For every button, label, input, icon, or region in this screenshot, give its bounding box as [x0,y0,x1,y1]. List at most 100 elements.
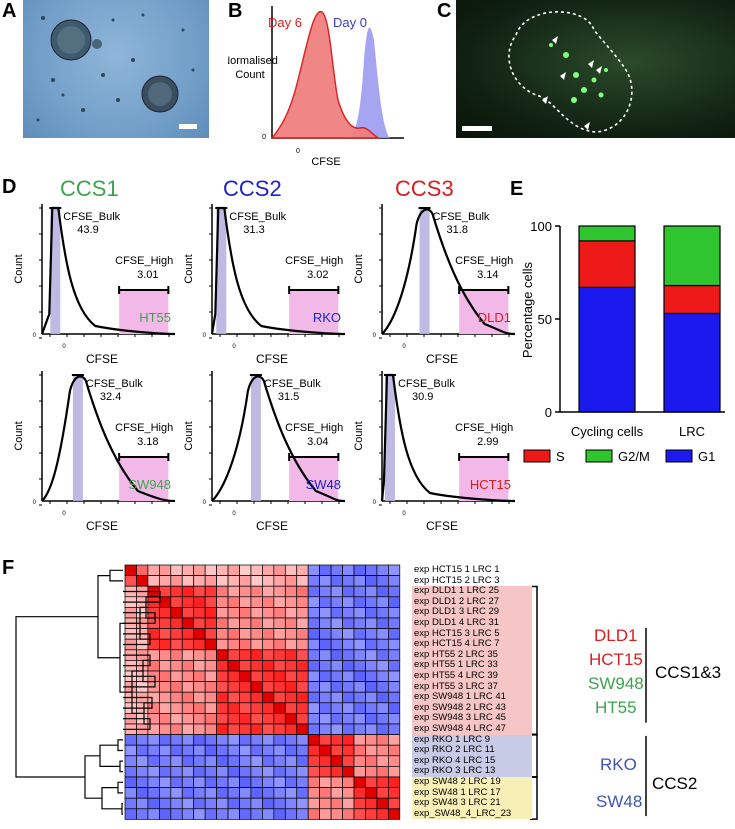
heatmap-cell [353,755,366,767]
heatmap-cell [296,787,309,799]
heatmap-cell [353,617,366,629]
bulk-gate-label: CFSE_Bulk [229,211,286,223]
heatmap-cell [262,617,275,629]
heatmap-cell [273,596,286,608]
heatmap-cell [216,691,229,704]
heatmap-cell [136,744,149,757]
heatmap-cell [216,670,229,682]
bulk-gate-value: 31.8 [447,224,468,236]
heatmap-cell [159,702,172,714]
heatmap-cell [193,755,206,767]
heatmap-cell [365,564,378,576]
heatmap-cell [170,660,183,672]
heatmap-cell [273,564,286,576]
heatmap-cell [170,638,183,651]
heatmap-cell [273,734,286,746]
high-gate-label: CFSE_High [115,422,173,434]
heatmap-cell [239,808,252,820]
heatmap-cell [239,755,252,767]
heatmap-cell [319,787,332,799]
heatmap-row-label: exp SW948 3 LRC 45 [412,713,532,724]
heatmap-cell [147,797,160,810]
heatmap-cell [342,702,355,714]
heatmap-cell [365,808,378,820]
heatmap-cell [159,787,172,799]
x-tick-zero: 0 [232,511,236,517]
y-tick-zero: 0 [373,500,377,506]
heatmap-cell [193,776,206,788]
heatmap-cell [170,670,183,682]
bulk-gate-fill [419,208,430,334]
heatmap-cell [204,628,217,640]
heatmap-cell [296,713,309,725]
heatmap-cell [307,766,321,778]
heatmap-cell [376,808,389,820]
cluster-label-ht55: HT55 [595,698,637,717]
heatmap-cell [273,628,286,640]
heatmap-cell [124,744,137,757]
bulk-gate-value: 43.9 [77,224,98,236]
heatmap-cell [262,766,275,778]
heatmap-cell [365,596,378,608]
heatmap-cell [307,723,321,735]
heatmap-cell [342,575,355,587]
heatmap-cell [307,617,321,629]
heatmap-cell [204,617,217,629]
heatmap-cell [181,734,195,746]
heatmap-cell [170,787,183,799]
heatmap-cell [193,575,206,587]
heatmap-cell [216,755,229,767]
high-gate-value: 3.04 [307,436,328,448]
heatmap-cell [216,713,229,725]
heatmap-cell [181,744,195,757]
heatmap-cell [330,638,343,651]
heatmap-cell [273,649,286,661]
high-gate-label: CFSE_High [115,255,173,267]
panel-label-a: A [2,0,17,22]
heatmap-cell [388,596,401,608]
heatmap-cell [239,713,252,725]
bulk-gate-label: CFSE_Bulk [264,378,321,390]
heatmap-cell [170,575,183,587]
heatmap-cell [273,585,286,598]
heatmap-cell [273,766,286,778]
heatmap-row-label: exp SW48 1 LRC 17 [412,787,532,799]
heatmap-cell [124,797,137,810]
supercluster-ccs13: CCS1&3 [655,663,722,682]
heatmap-cell [307,755,321,767]
heatmap-cell [170,681,183,693]
heatmap-cell [388,787,401,799]
high-gate-fill [459,457,509,501]
dendrogram-branch [117,739,123,752]
heatmap-row-label: exp_SW48_4_LRC_23 [412,808,532,820]
heatmap-cell [239,585,252,598]
heatmap-cell [227,670,240,682]
heatmap-cell [170,734,183,746]
heatmap-cell [216,797,229,810]
heatmap-cell [250,607,263,619]
heatmap-cell [170,723,183,735]
heatmap-cell [204,691,217,704]
bar-segment-s-1 [663,284,721,315]
heatmap-cell [204,713,217,725]
heatmap-cell [250,564,263,576]
heatmap-cell [365,628,378,640]
heatmap-cell [147,734,160,746]
heatmap-cell [353,585,366,598]
x-tick-zero: 0 [402,511,406,517]
high-gate-value: 3.18 [137,436,158,448]
heatmap-cell [193,628,206,640]
dendrogram-branch [99,744,120,767]
heatmap-cell [319,776,332,788]
legend-swatch [585,449,613,463]
heatmap-cell [319,617,332,629]
bulk-gate-value: 32.4 [100,391,121,403]
high-gate-value: 3.01 [137,269,158,281]
heatmap-cell [204,787,217,799]
heatmap-cell [284,776,298,788]
x-axis-label: CFSE [426,352,458,366]
heatmap-cell [388,607,401,619]
cell-line-label: SW948 [128,477,171,492]
heatmap-cell [204,723,217,735]
heatmap-cell [376,628,389,640]
